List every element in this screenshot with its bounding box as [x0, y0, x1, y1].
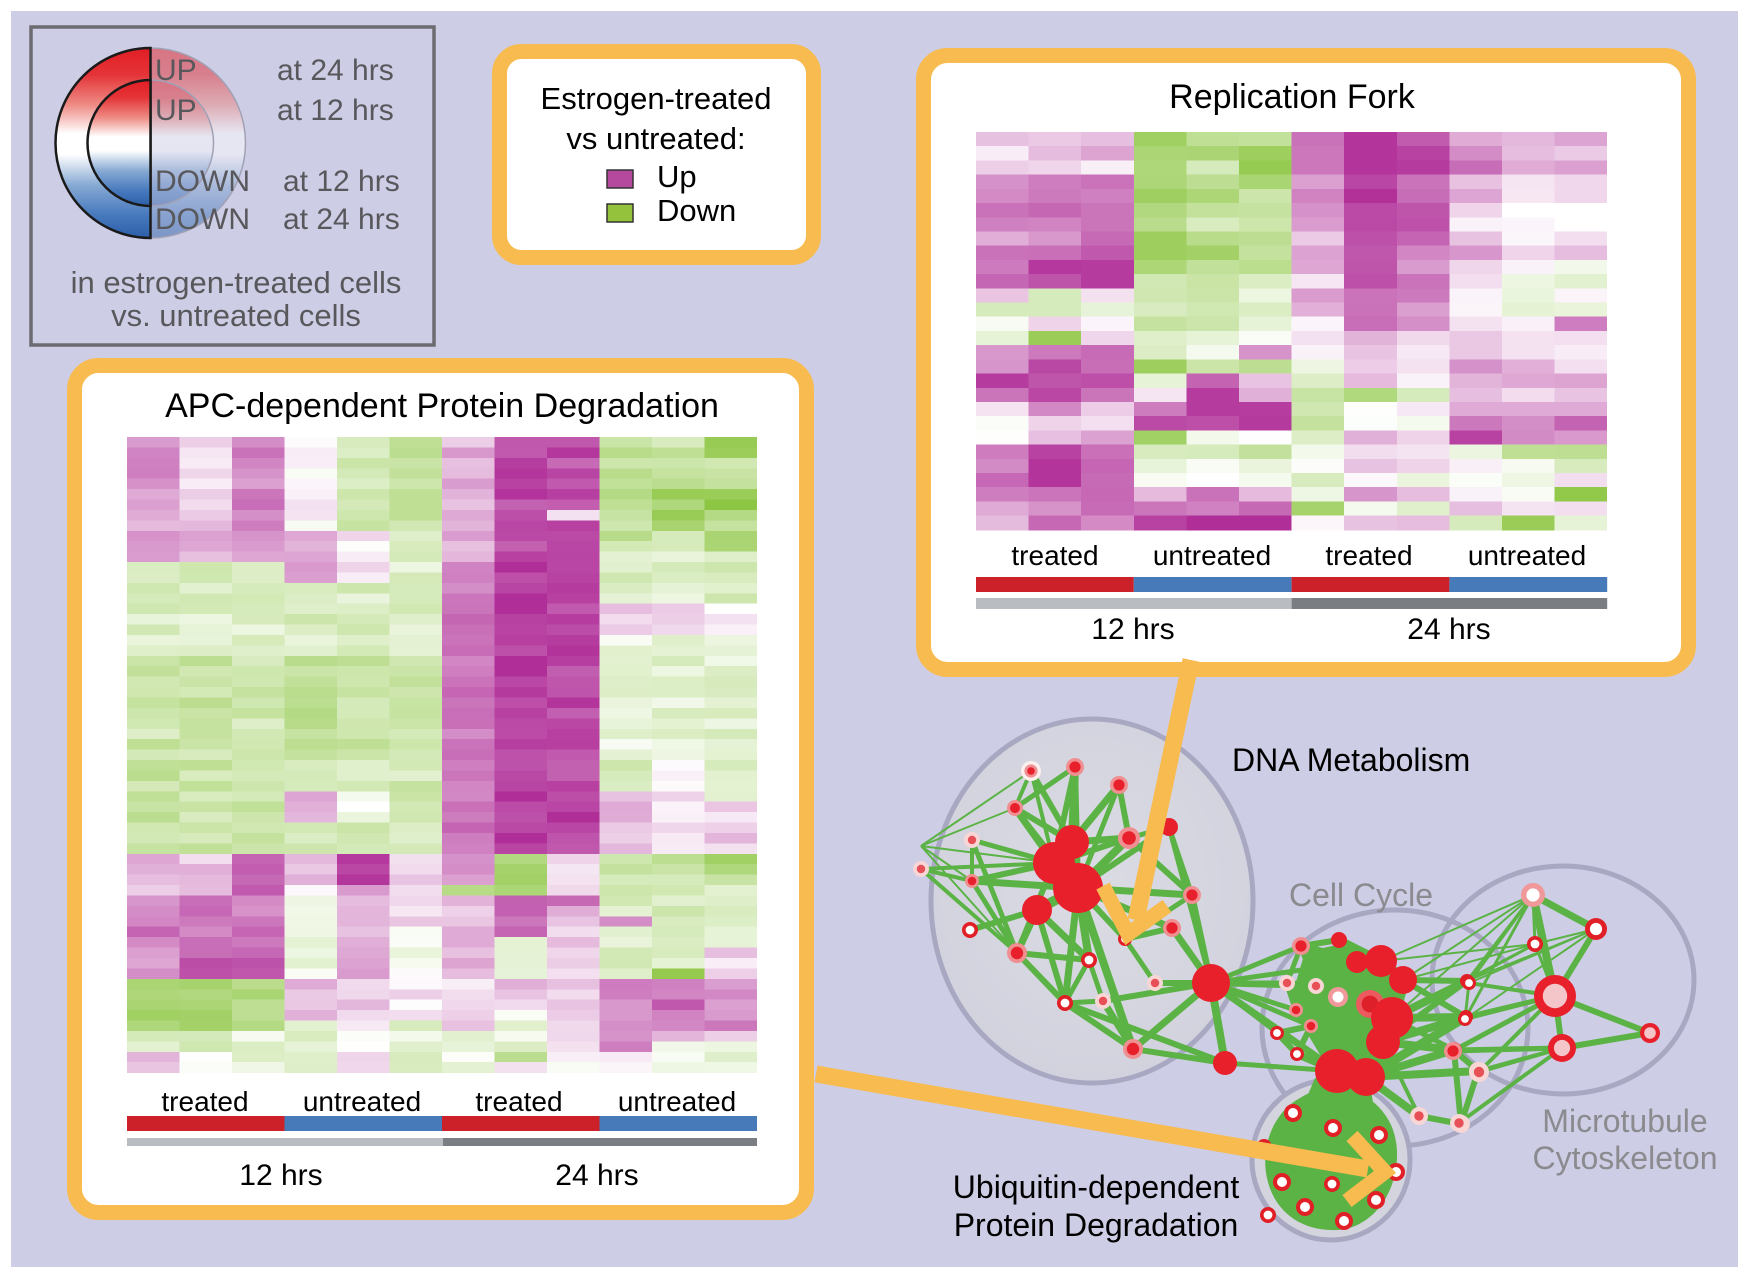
svg-text:APC-dependent Protein Degradat: APC-dependent Protein Degradation — [165, 387, 719, 425]
svg-text:in estrogen-treated cells: in estrogen-treated cells — [71, 265, 402, 300]
svg-text:Ubiquitin-dependent: Ubiquitin-dependent — [953, 1169, 1240, 1205]
svg-text:Protein Degradation: Protein Degradation — [954, 1207, 1239, 1243]
svg-text:Cytoskeleton: Cytoskeleton — [1533, 1140, 1718, 1176]
svg-text:DOWN: DOWN — [155, 165, 250, 198]
svg-text:treated: treated — [1011, 540, 1098, 571]
svg-text:UP: UP — [155, 54, 197, 87]
svg-text:untreated: untreated — [1468, 540, 1586, 571]
svg-text:at 24 hrs: at 24 hrs — [277, 54, 394, 87]
svg-text:at 12 hrs: at 12 hrs — [277, 94, 394, 127]
svg-text:12 hrs: 12 hrs — [1091, 613, 1174, 646]
svg-text:at 24 hrs: at 24 hrs — [283, 203, 400, 236]
svg-text:treated: treated — [1325, 540, 1412, 571]
svg-text:untreated: untreated — [1153, 540, 1271, 571]
svg-text:untreated: untreated — [618, 1086, 736, 1117]
svg-text:untreated: untreated — [303, 1086, 421, 1117]
svg-text:Up: Up — [657, 159, 697, 194]
svg-text:DOWN: DOWN — [155, 203, 250, 236]
svg-text:at 12 hrs: at 12 hrs — [283, 165, 400, 198]
svg-text:24 hrs: 24 hrs — [1407, 613, 1490, 646]
svg-text:treated: treated — [475, 1086, 562, 1117]
svg-text:12 hrs: 12 hrs — [239, 1159, 322, 1192]
svg-text:Replication Fork: Replication Fork — [1169, 78, 1416, 116]
svg-text:24 hrs: 24 hrs — [555, 1159, 638, 1192]
svg-text:DNA Metabolism: DNA Metabolism — [1232, 742, 1470, 778]
svg-text:UP: UP — [155, 94, 197, 127]
svg-text:Microtubule: Microtubule — [1542, 1103, 1707, 1139]
svg-text:Estrogen-treated: Estrogen-treated — [541, 81, 772, 116]
svg-text:vs. untreated cells: vs. untreated cells — [111, 298, 361, 333]
svg-text:Down: Down — [657, 193, 736, 228]
svg-text:treated: treated — [161, 1086, 248, 1117]
svg-text:vs untreated:: vs untreated: — [566, 121, 745, 156]
svg-text:Cell Cycle: Cell Cycle — [1289, 877, 1433, 913]
